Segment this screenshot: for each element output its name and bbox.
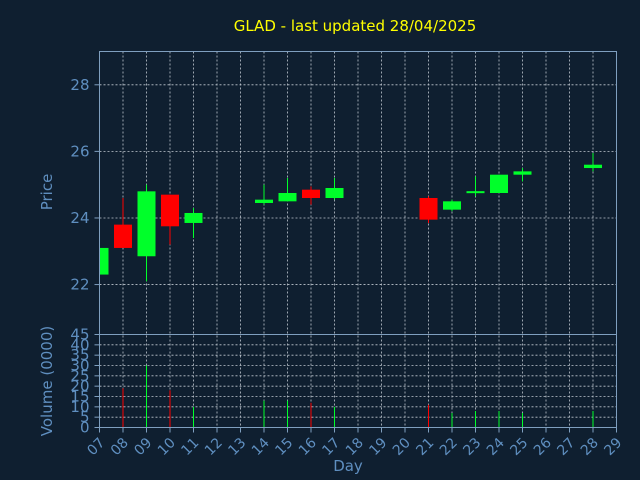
volume-axis-label: Volume (0000) — [38, 326, 56, 436]
candle — [302, 186, 320, 205]
x-tick-label: 21 — [413, 435, 437, 459]
x-tick-label: 17 — [319, 435, 343, 459]
x-tick-label: 10 — [155, 435, 179, 459]
x-axis: 07 08 09 10 11 12 13 14 15 16 17 18 19 20 21 22 23 24 25 26… — [84, 427, 625, 459]
price-axis-label: Price — [38, 174, 56, 211]
price-axis: 22 24 26 28 — [70, 76, 100, 294]
candle — [490, 174, 508, 193]
candle-body — [466, 191, 485, 194]
volume-tick-label: 0 — [80, 419, 90, 437]
candle — [513, 168, 532, 182]
candle-body — [114, 224, 132, 248]
candle — [443, 199, 461, 212]
volume-tick-label: 35 — [70, 346, 89, 364]
x-tick-label: 11 — [178, 435, 202, 459]
volume-tick-label: 15 — [70, 388, 89, 406]
candle-body — [584, 164, 602, 169]
x-tick-label: 15 — [272, 435, 296, 459]
x-tick-label: 24 — [484, 435, 508, 459]
volume-tick-label: 5 — [80, 408, 90, 426]
volume-tick-label: 10 — [70, 398, 89, 416]
x-tick-label: 08 — [108, 435, 132, 459]
x-tick-label: 20 — [390, 435, 414, 459]
candle — [325, 178, 344, 200]
candle — [99, 247, 109, 275]
x-tick-label: 22 — [437, 435, 461, 459]
x-tick-label: 26 — [531, 435, 555, 459]
candle — [114, 197, 132, 248]
candle-body — [161, 194, 179, 227]
candle-body — [443, 201, 461, 210]
candle-body — [137, 191, 156, 257]
x-tick-label: 19 — [366, 435, 390, 459]
x-gridlines — [122, 51, 594, 428]
candle — [278, 178, 297, 202]
x-tick-label: 12 — [202, 435, 226, 459]
volume-tick-label: 40 — [70, 336, 89, 354]
price-tick-label: 22 — [70, 276, 89, 294]
candle-body — [302, 189, 320, 198]
x-tick-label: 07 — [84, 435, 108, 459]
x-tick-label: 28 — [578, 435, 602, 459]
candle-body — [278, 193, 297, 202]
x-tick-label: 29 — [601, 435, 625, 459]
price-tick-label: 28 — [70, 76, 89, 94]
candle-body — [325, 188, 344, 198]
candles — [99, 153, 602, 282]
x-tick-label: 23 — [460, 435, 484, 459]
candle — [466, 176, 485, 197]
candle-body — [100, 247, 109, 275]
candle-body — [184, 212, 203, 223]
x-tick-label: 09 — [131, 435, 155, 459]
x-tick-label: 18 — [343, 435, 367, 459]
x-tick-label: 25 — [507, 435, 531, 459]
candle-body — [419, 197, 438, 220]
volume-bars — [122, 365, 594, 428]
x-tick-label: 27 — [554, 435, 578, 459]
candle — [184, 207, 203, 238]
volume-tick-label: 25 — [70, 367, 89, 385]
price-tick-label: 26 — [70, 142, 89, 160]
chart-title: GLAD - last updated 28/04/2025 — [234, 17, 477, 35]
x-tick-label: 14 — [249, 435, 273, 459]
x-tick-label: 13 — [225, 435, 249, 459]
price-tick-label: 24 — [70, 209, 89, 227]
candle — [419, 196, 438, 223]
volume-tick-label: 45 — [70, 326, 89, 344]
x-axis-label: Day — [333, 457, 363, 475]
candle — [255, 184, 273, 205]
candle-body — [255, 199, 273, 203]
candle — [161, 194, 179, 245]
candle-body — [513, 171, 532, 175]
candle — [584, 153, 602, 172]
candle-body — [490, 174, 508, 193]
x-tick-label: 16 — [296, 435, 320, 459]
candle — [137, 184, 156, 282]
volume-tick-label: 30 — [70, 357, 89, 375]
volume-tick-label: 20 — [70, 377, 89, 395]
